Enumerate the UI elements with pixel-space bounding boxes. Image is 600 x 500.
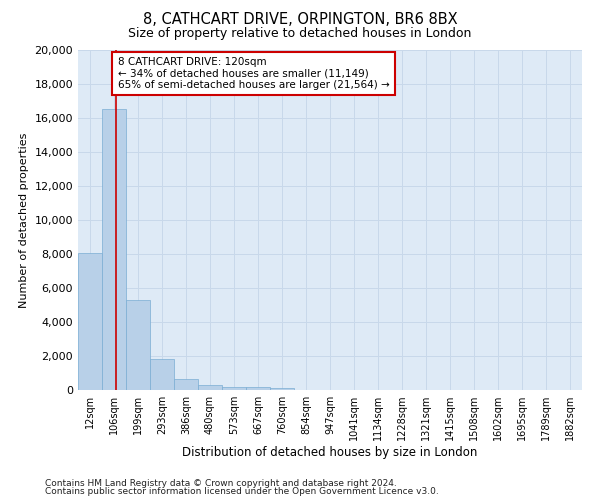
Text: 8, CATHCART DRIVE, ORPINGTON, BR6 8BX: 8, CATHCART DRIVE, ORPINGTON, BR6 8BX <box>143 12 457 28</box>
Bar <box>246 387 270 390</box>
Bar <box>102 108 126 390</box>
Text: Contains HM Land Registry data © Crown copyright and database right 2024.: Contains HM Land Registry data © Crown c… <box>45 478 397 488</box>
Bar <box>174 379 198 390</box>
Bar <box>222 386 246 390</box>
Text: 8 CATHCART DRIVE: 120sqm
← 34% of detached houses are smaller (11,149)
65% of se: 8 CATHCART DRIVE: 120sqm ← 34% of detach… <box>118 57 389 90</box>
Text: Size of property relative to detached houses in London: Size of property relative to detached ho… <box>128 28 472 40</box>
Bar <box>270 388 294 390</box>
Y-axis label: Number of detached properties: Number of detached properties <box>19 132 29 308</box>
X-axis label: Distribution of detached houses by size in London: Distribution of detached houses by size … <box>182 446 478 459</box>
Bar <box>126 300 150 390</box>
Bar <box>150 359 174 390</box>
Text: Contains public sector information licensed under the Open Government Licence v3: Contains public sector information licen… <box>45 488 439 496</box>
Bar <box>198 384 222 390</box>
Bar <box>78 253 102 390</box>
